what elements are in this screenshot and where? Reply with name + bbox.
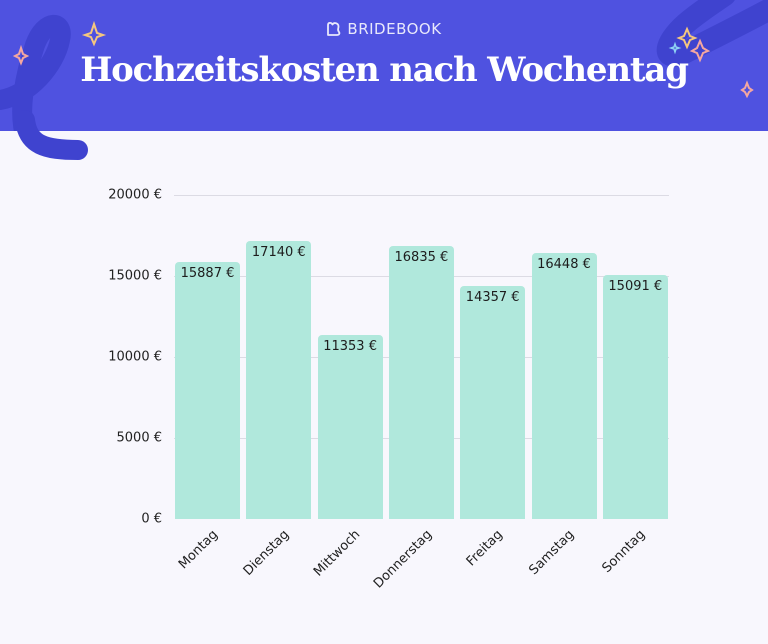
header-banner: BRIDEBOOK Hochzeitskosten nach Wochentag [0, 0, 768, 131]
x-axis-tick-label: Freitag [463, 527, 507, 570]
bar-donnerstag: 16835 € [388, 246, 454, 519]
x-axis-tick-label: Donnerstag [370, 527, 435, 592]
y-axis-tick-label: 15000 € [108, 268, 162, 284]
sparkle-icon [668, 41, 682, 55]
bar-mittwoch: 11353 € [317, 335, 383, 519]
x-axis-tick-label: Montag [175, 527, 221, 573]
x-axis-tick-label: Sonntag [599, 527, 649, 576]
sparkle-icon [12, 44, 30, 66]
sparkle-icon [676, 26, 698, 50]
bar-value-label: 14357 € [465, 290, 520, 306]
bar-montag: 15887 € [175, 261, 240, 519]
decorative-swirls [0, 0, 768, 131]
bar-freitag: 14357 € [460, 286, 526, 519]
y-axis-tick-label: 10000 € [108, 349, 162, 365]
sparkle-icon [81, 20, 107, 47]
bridebook-heart-icon [327, 21, 341, 36]
bar-value-label: 15887 € [180, 265, 235, 281]
bar-value-label: 15091 € [608, 278, 663, 294]
sparkle-icon [689, 38, 711, 63]
y-axis-tick-label: 0 € [141, 511, 162, 527]
sparkle-icons [12, 20, 754, 99]
bar-samstag: 16448 € [531, 252, 597, 519]
y-axis-tick-label: 5000 € [116, 430, 163, 446]
x-axis-tick-label: Samstag [526, 527, 578, 579]
brand-logo: BRIDEBOOK [0, 20, 768, 38]
bar-sonntag: 15091 € [602, 274, 668, 519]
page-title: Hochzeitskosten nach Wochentag [80, 50, 689, 90]
x-axis-tick-label: Mittwoch [311, 527, 364, 580]
x-axis-tick-label: Dienstag [240, 527, 293, 579]
brand-name: BRIDEBOOK [347, 20, 442, 38]
bar-value-label: 17140 € [251, 245, 306, 261]
bar-value-label: 16448 € [537, 256, 591, 272]
gridline [174, 195, 669, 196]
sparkle-icon [740, 80, 754, 99]
bar-value-label: 16835 € [394, 250, 449, 266]
bar-value-label: 11353 € [323, 339, 377, 355]
y-axis-tick-label: 20000 € [108, 187, 162, 203]
bar-dienstag: 17140 € [246, 241, 312, 519]
